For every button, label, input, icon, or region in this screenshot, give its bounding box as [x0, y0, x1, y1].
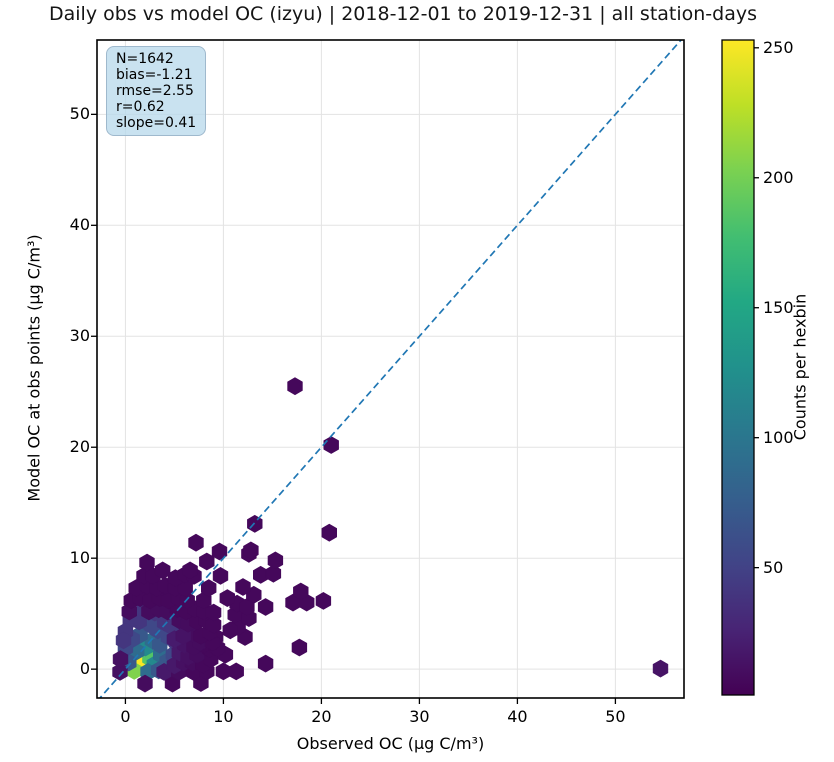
- identity-line: [98, 40, 683, 698]
- hexbin-cell: [235, 578, 251, 596]
- hexbin-cell: [321, 523, 337, 542]
- hexbin-cell: [205, 603, 222, 622]
- hexbin-cell: [219, 589, 236, 607]
- hexbin-cell: [652, 659, 669, 678]
- hexbin-cell: [293, 582, 309, 601]
- hexbin-cell: [211, 542, 228, 561]
- y-tick-label: 50: [69, 104, 90, 124]
- y-axis-label: Model OC at obs points (µg C/m³): [24, 234, 44, 502]
- tick-marks: [91, 113, 617, 704]
- identity-line-layer: [98, 40, 683, 698]
- hexbin-cell: [137, 674, 153, 693]
- hexbin-cell: [291, 638, 308, 657]
- colorbar-tick-marks: [754, 47, 759, 569]
- y-tick-label: 20: [69, 437, 90, 457]
- y-tick-label: 0: [79, 659, 90, 679]
- hexbin-cell: [212, 567, 229, 585]
- stats-box: N=1642 bias=-1.21 rmse=2.55 r=0.62 slope…: [106, 46, 207, 136]
- hexbin-cell: [243, 541, 259, 560]
- colorbar: [721, 39, 755, 696]
- hexbin-cell: [267, 551, 284, 570]
- hexbin-cell: [257, 598, 274, 616]
- y-tick-label: 40: [69, 215, 90, 235]
- stats-line-n: N=1642: [116, 51, 174, 67]
- hexbin-cell: [265, 564, 282, 583]
- colorbar-tick-label: 150: [763, 297, 794, 317]
- colorbar-tick-label: 100: [763, 427, 794, 447]
- hexbin-cell: [139, 553, 155, 572]
- x-tick-label: 40: [507, 707, 528, 726]
- gridlines: [97, 40, 684, 698]
- colorbar-tick-label: 250: [763, 37, 794, 57]
- y-tick-label: 10: [69, 548, 90, 568]
- y-tick-label: 30: [69, 326, 90, 346]
- hexbin-cell: [228, 662, 244, 681]
- hexbin-cell: [287, 377, 303, 396]
- colorbar-tick-label: 200: [763, 167, 794, 187]
- stats-line-r: r=0.62: [116, 99, 165, 115]
- hexbin-cell: [188, 533, 204, 552]
- hexbin-cell: [257, 654, 274, 673]
- hexbin-layer: [112, 377, 669, 693]
- x-tick-label: 20: [311, 707, 332, 726]
- hexbin-cell: [222, 621, 239, 640]
- hexbin-cell: [315, 592, 332, 610]
- axes-frame: [96, 39, 685, 699]
- x-tick-label: 10: [213, 707, 234, 726]
- hexbin-cell: [205, 615, 222, 634]
- hexbin-cell: [112, 650, 129, 669]
- colorbar-tick-label: 50: [763, 557, 784, 577]
- x-axis-label: Observed OC (µg C/m³): [296, 734, 485, 753]
- hexbin-cell: [182, 561, 198, 580]
- chart-title: Daily obs vs model OC (izyu) | 2018-12-0…: [48, 3, 758, 25]
- x-tick-label: 30: [409, 707, 430, 726]
- x-tick-label: 50: [605, 707, 626, 726]
- hexbin-cell: [154, 561, 171, 580]
- stats-line-rmse: rmse=2.55: [116, 83, 194, 99]
- stats-line-slope: slope=0.41: [116, 115, 197, 131]
- stats-line-bias: bias=-1.21: [116, 67, 193, 83]
- x-tick-label: 0: [120, 707, 131, 726]
- hexbin-cell: [115, 631, 132, 650]
